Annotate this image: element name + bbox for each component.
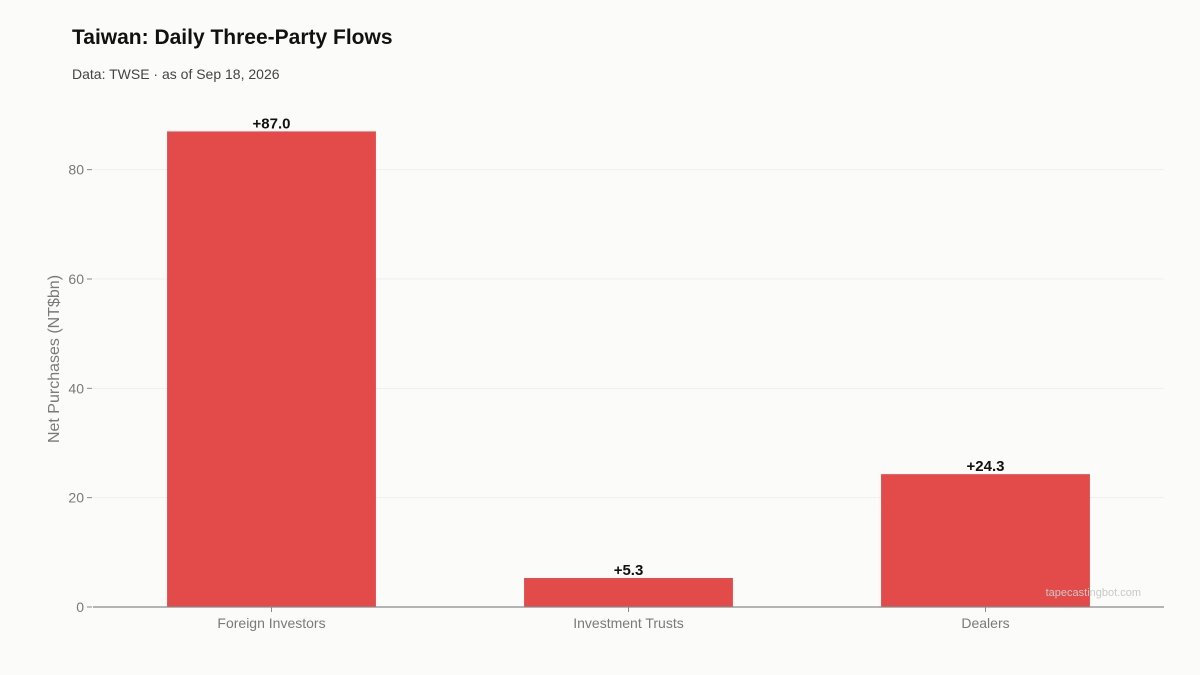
y-axis-label: Net Purchases (NT$bn) (46, 275, 63, 443)
y-tick-label: 80 (68, 162, 84, 178)
y-tick-label: 0 (76, 599, 84, 615)
bar (524, 578, 733, 607)
y-tick-label: 40 (68, 380, 84, 396)
data-label: +87.0 (253, 115, 291, 132)
x-tick-label: Investment Trusts (573, 615, 683, 631)
chart-title: Taiwan: Daily Three-Party Flows (72, 26, 393, 49)
axes: 0 20 40 60 80 Foreign Investors Investment Tru… (68, 162, 1164, 631)
y-tick-label: 60 (68, 271, 84, 287)
bar (167, 131, 376, 607)
bar (881, 474, 1090, 607)
data-label: +5.3 (614, 562, 644, 579)
labels: +87.0 +5.3 +24.3 (253, 115, 1005, 579)
watermark: tapecastingbot.com (1046, 587, 1141, 599)
y-tick-label: 20 (68, 490, 84, 506)
x-tick-label: Dealers (961, 615, 1009, 631)
bars (167, 131, 1090, 607)
x-tick-label: Foreign Investors (217, 615, 325, 631)
chart-subtitle: Data: TWSE · as of Sep 18, 2026 (72, 66, 280, 82)
data-label: +24.3 (967, 458, 1005, 475)
